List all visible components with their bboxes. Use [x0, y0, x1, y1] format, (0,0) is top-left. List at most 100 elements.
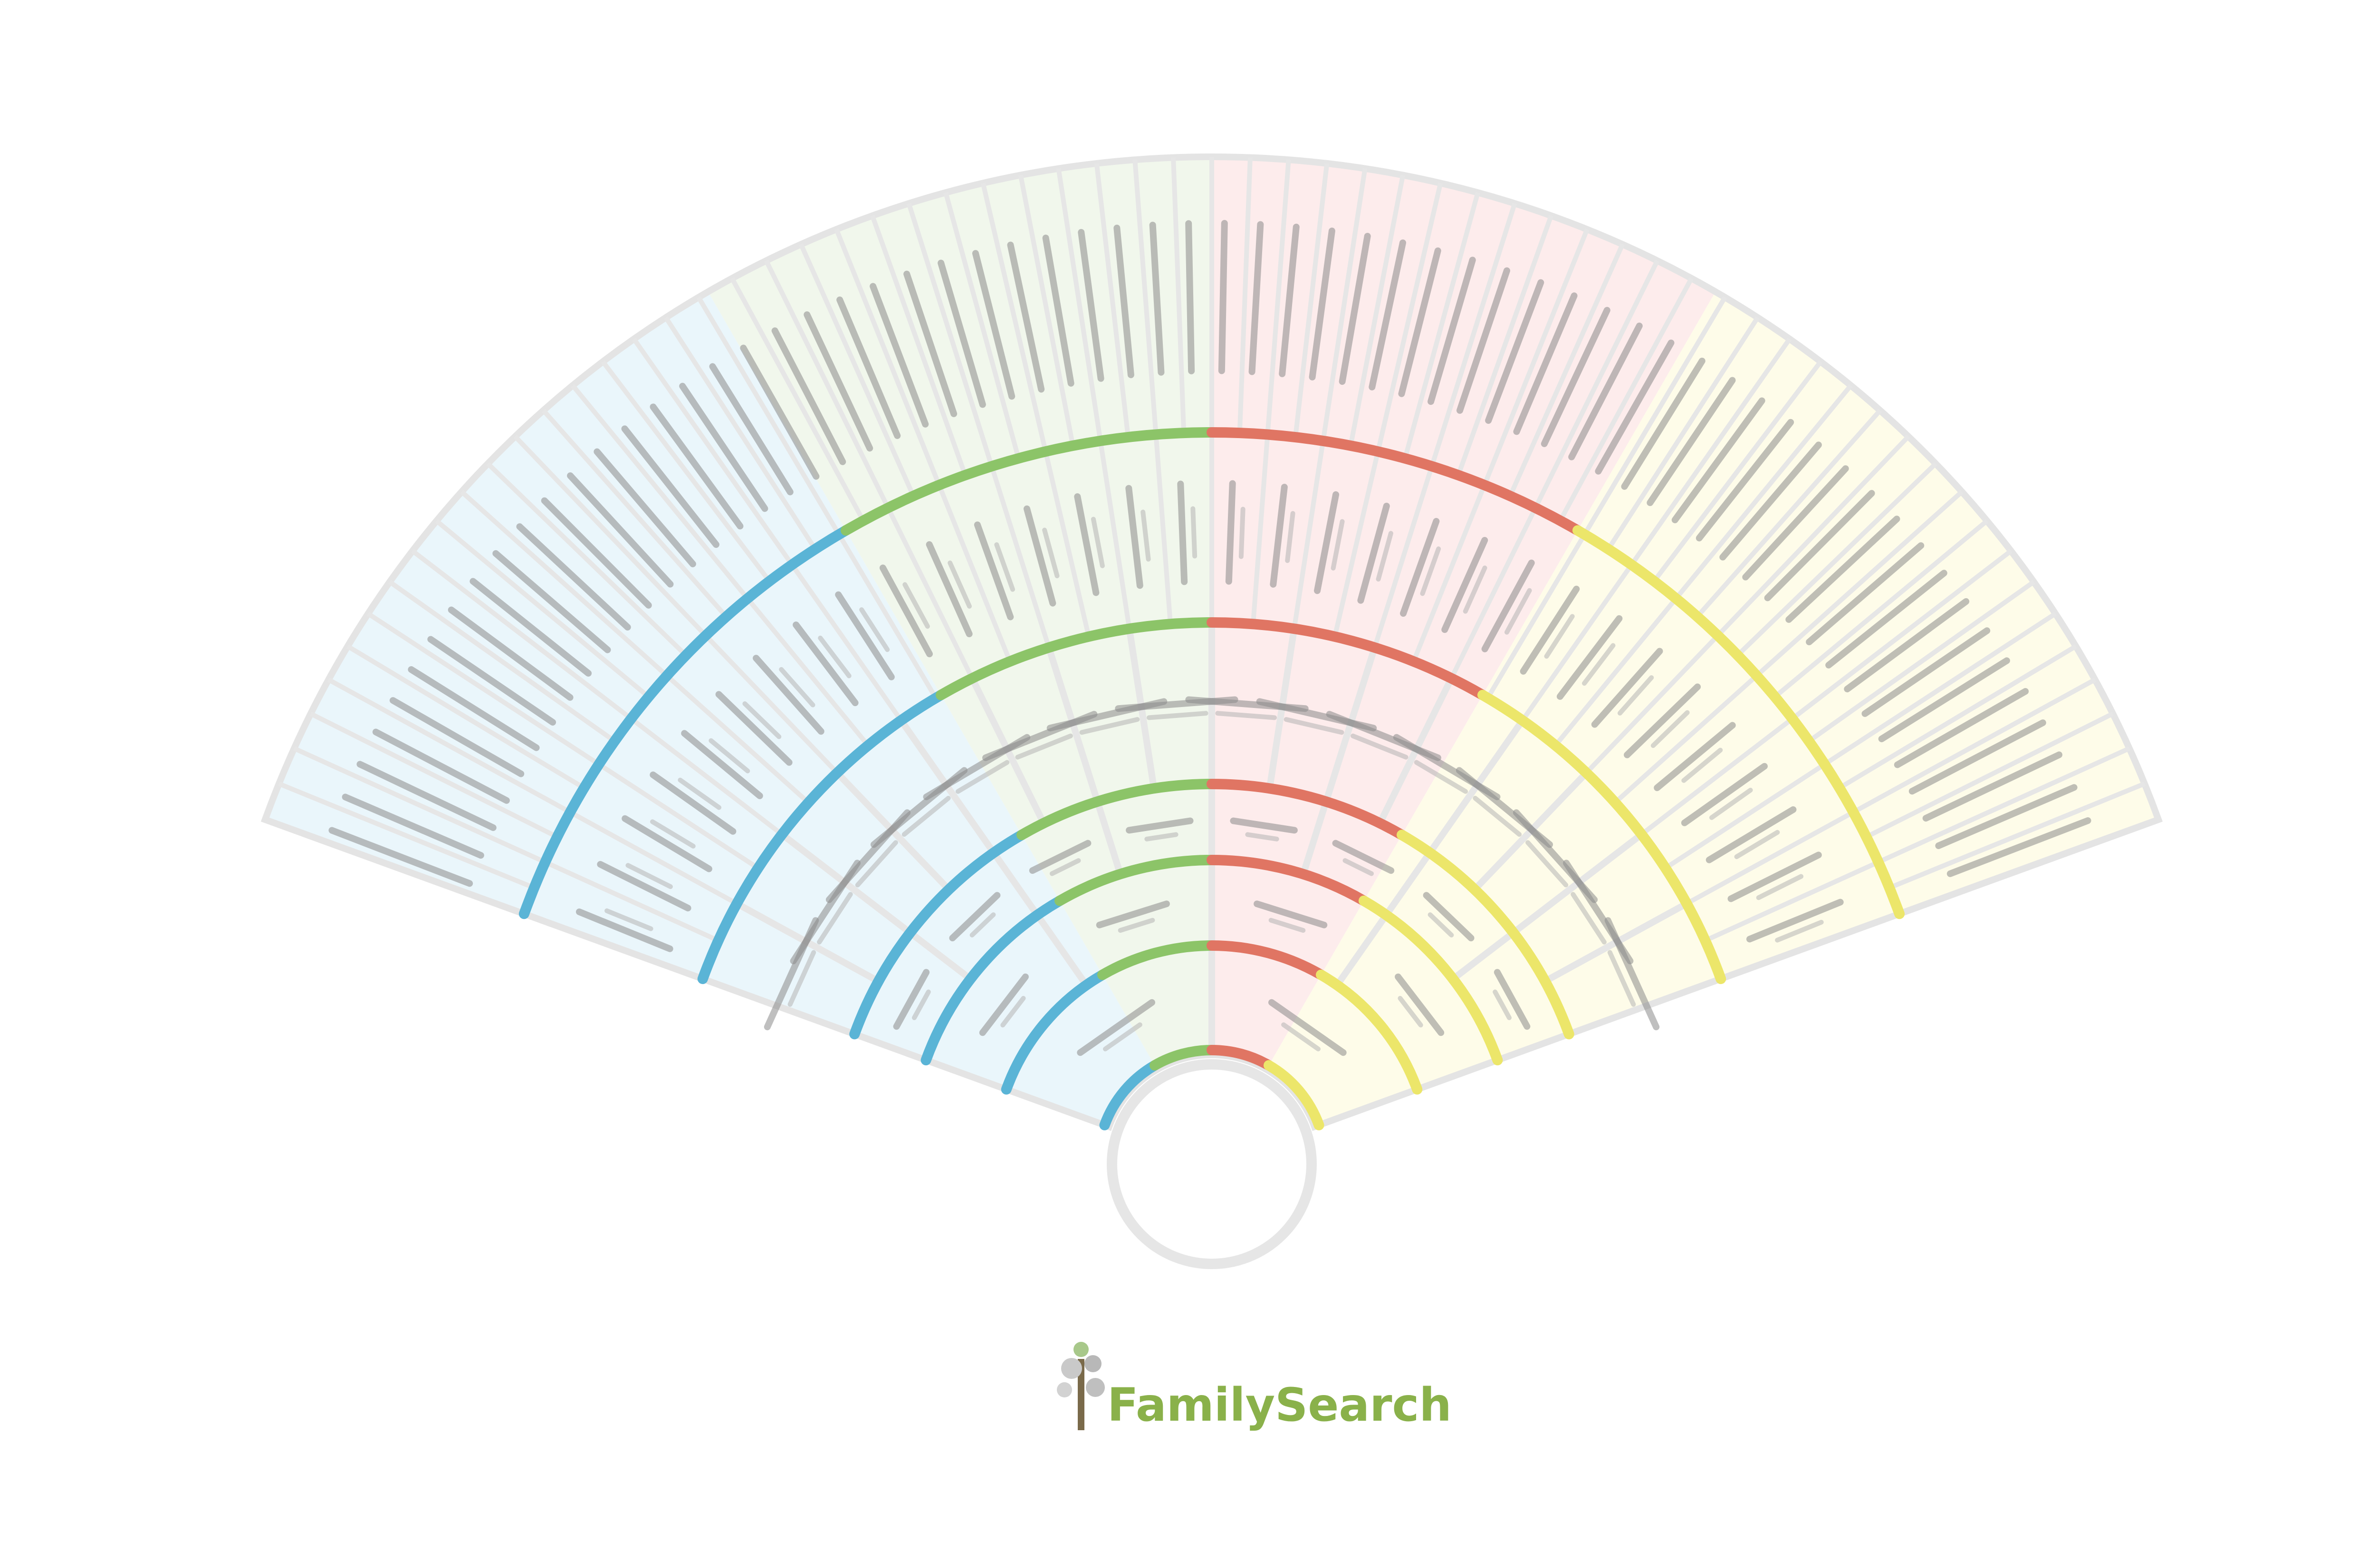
ancestor-cell[interactable] — [620, 424, 721, 549]
ancestor-cell[interactable] — [593, 447, 698, 569]
ancestor-cell[interactable] — [1512, 291, 1579, 436]
ancestor-cell[interactable] — [649, 762, 744, 836]
ancestor-cell[interactable] — [739, 344, 821, 481]
ancestor-cell[interactable] — [1540, 306, 1612, 449]
ancestor-cell[interactable] — [680, 721, 771, 801]
ancestor-cell[interactable] — [355, 760, 498, 832]
ancestor-cell[interactable] — [515, 522, 632, 631]
ancestor-cell[interactable] — [834, 584, 905, 681]
ancestor-cell[interactable] — [803, 310, 874, 453]
ancestor-cell[interactable] — [621, 805, 719, 873]
ancestor-cell[interactable] — [1095, 899, 1174, 939]
ancestor-cell[interactable] — [1042, 234, 1075, 387]
ancestor-cell[interactable] — [1415, 890, 1476, 950]
ancestor-cell[interactable] — [1073, 491, 1110, 597]
ancestor-cell[interactable] — [937, 259, 987, 409]
ancestor-cell[interactable] — [1680, 762, 1775, 836]
ancestor-cell[interactable] — [1023, 502, 1067, 607]
ancestor-cell[interactable] — [835, 296, 902, 440]
ancestor-cell[interactable] — [1185, 220, 1195, 374]
ancestor-cell[interactable] — [1225, 480, 1246, 585]
ancestor-cell[interactable] — [1484, 278, 1545, 425]
ancestor-cell[interactable] — [1824, 568, 1948, 669]
ancestor-cell[interactable] — [1077, 229, 1104, 382]
ancestor-cell[interactable] — [1399, 517, 1450, 621]
ancestor-cell[interactable] — [1250, 899, 1328, 939]
ancestor-cell[interactable] — [1745, 898, 1849, 953]
ancestor-cell[interactable] — [1028, 839, 1097, 884]
ancestor-cell[interactable] — [1357, 502, 1401, 607]
ancestor-cell[interactable] — [1149, 221, 1165, 376]
ancestor-cell[interactable] — [1763, 488, 1877, 602]
ancestor-cell[interactable] — [791, 614, 868, 708]
ancestor-cell[interactable] — [1843, 597, 1971, 694]
ancestor-cell[interactable] — [596, 851, 697, 913]
ancestor-cell[interactable] — [1726, 851, 1828, 913]
ancestor-cell[interactable] — [447, 605, 575, 702]
ancestor-cell[interactable] — [714, 682, 801, 767]
ancestor-cell[interactable] — [426, 635, 557, 727]
ancestor-cell[interactable] — [407, 665, 541, 752]
ancestor-cell[interactable] — [1567, 322, 1644, 462]
ancestor-cell[interactable] — [575, 898, 678, 953]
ancestor-cell[interactable] — [878, 558, 943, 659]
ancestor-cell[interactable] — [1594, 338, 1676, 476]
ancestor-cell[interactable] — [1427, 256, 1476, 406]
ancestor-cell[interactable] — [469, 576, 593, 678]
ancestor-cell[interactable] — [1893, 687, 2030, 769]
ancestor-cell[interactable] — [1934, 783, 2079, 850]
ancestor-cell[interactable] — [1946, 816, 2092, 878]
ancestor-cell[interactable] — [388, 696, 525, 779]
ancestor-cell[interactable] — [1519, 584, 1590, 681]
ancestor-cell[interactable] — [1784, 514, 1901, 624]
ancestor-cell[interactable] — [371, 727, 511, 805]
ancestor-cell[interactable] — [1261, 998, 1348, 1066]
ancestor-cell[interactable] — [1279, 223, 1300, 377]
ancestor-cell[interactable] — [1440, 536, 1499, 639]
ancestor-cell[interactable] — [1921, 750, 2063, 822]
ancestor-cell[interactable] — [1309, 227, 1336, 381]
ancestor-cell[interactable] — [1326, 839, 1395, 884]
ancestor-cell[interactable] — [1113, 224, 1135, 378]
ancestor-cell[interactable] — [491, 549, 612, 655]
ancestor-cell[interactable] — [1218, 220, 1228, 374]
ancestor-cell[interactable] — [1670, 396, 1766, 525]
ancestor-cell[interactable] — [1695, 418, 1795, 543]
ancestor-cell[interactable] — [1907, 718, 2047, 796]
ancestor-cell[interactable] — [1484, 968, 1532, 1036]
ancestor-cell[interactable] — [565, 471, 675, 589]
ancestor-cell[interactable] — [1313, 491, 1350, 597]
ancestor-cell[interactable] — [948, 890, 1009, 950]
ancestor-cell[interactable] — [1368, 239, 1407, 391]
ancestor-cell[interactable] — [1125, 817, 1196, 844]
ancestor-cell[interactable] — [1860, 626, 1992, 718]
ancestor-cell[interactable] — [1456, 267, 1511, 415]
ancestor-cell[interactable] — [1270, 483, 1299, 589]
ancestor-cell[interactable] — [1555, 614, 1632, 708]
ancestor-cell[interactable] — [1076, 998, 1163, 1066]
ancestor-cell[interactable] — [1804, 541, 1926, 647]
ancestor-cell[interactable] — [327, 826, 474, 888]
ancestor-cell[interactable] — [1228, 817, 1298, 844]
ancestor-cell[interactable] — [1620, 356, 1707, 491]
ancestor-cell[interactable] — [1594, 916, 1660, 1036]
ancestor-cell[interactable] — [1339, 232, 1371, 385]
ancestor-cell[interactable] — [1646, 376, 1737, 507]
ancestor-cell[interactable] — [649, 402, 745, 531]
ancestor-cell[interactable] — [1622, 682, 1709, 767]
ancestor-cell[interactable] — [1590, 647, 1672, 736]
ancestor-cell[interactable] — [1741, 464, 1850, 582]
ancestor-cell[interactable] — [708, 362, 795, 497]
ancestor-cell[interactable] — [1006, 241, 1045, 393]
ancestor-cell[interactable] — [678, 382, 770, 513]
ancestor-cell[interactable] — [1125, 483, 1154, 589]
ancestor-cell[interactable] — [925, 536, 983, 639]
ancestor-cell[interactable] — [1480, 558, 1545, 659]
ancestor-cell[interactable] — [1718, 440, 1823, 562]
ancestor-cell[interactable] — [540, 496, 653, 610]
ancestor-cell[interactable] — [869, 282, 929, 428]
ancestor-cell[interactable] — [1248, 221, 1264, 375]
ancestor-cell[interactable] — [978, 972, 1038, 1043]
ancestor-cell[interactable] — [1177, 480, 1198, 585]
ancestor-cell[interactable] — [1398, 247, 1442, 398]
